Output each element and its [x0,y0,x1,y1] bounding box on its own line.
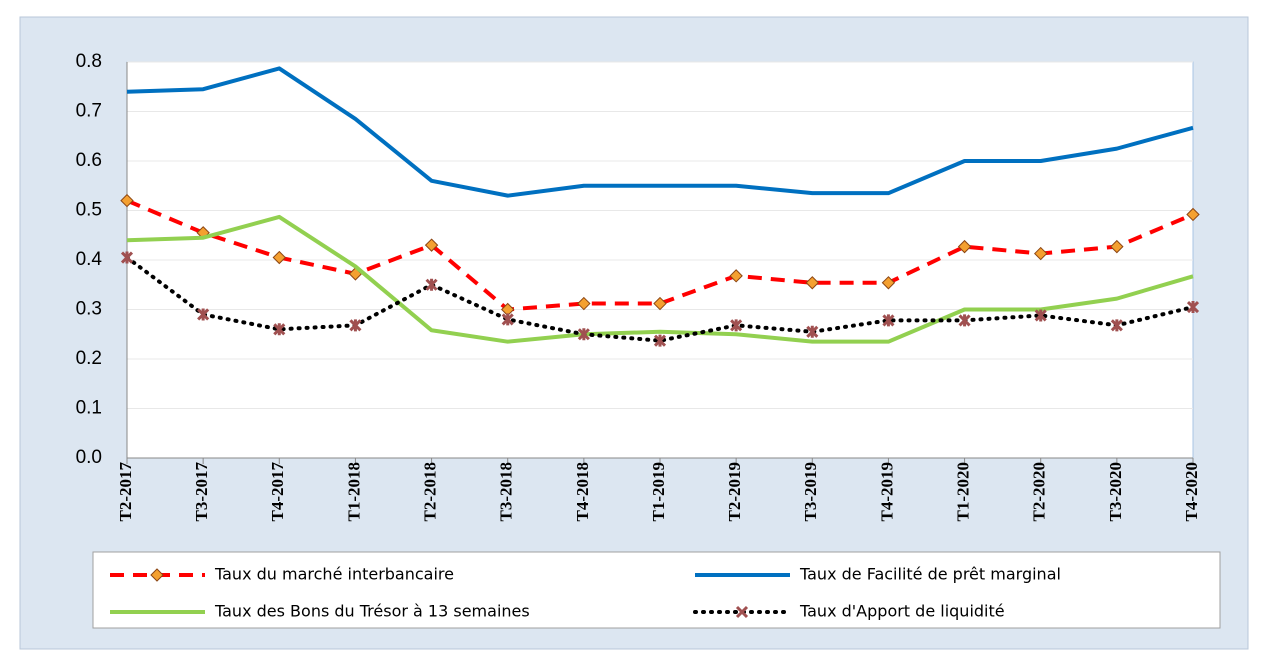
x-tick-label: T1-2020 [953,462,972,522]
x-tick-label: T2-2017 [116,462,135,522]
marker [806,325,819,338]
marker [577,296,591,311]
marker [1110,239,1124,254]
x-tick-label: T3-2019 [801,462,820,522]
x-tick-label: T2-2018 [420,462,439,522]
marker [501,313,514,326]
marker [1034,309,1047,322]
x-tick-label: T3-2017 [192,462,211,522]
marker [120,193,134,208]
y-tick-label: 0.0 [76,447,102,468]
marker [805,276,819,290]
marker [730,319,743,332]
marker [349,319,362,332]
y-tick-label: 0.5 [76,200,102,221]
marker [881,276,896,290]
legend-label: Taux des Bons du Trésor à 13 semaines [214,602,530,621]
x-tick-label: T2-2019 [725,462,744,522]
marker [577,328,590,341]
marker [120,251,134,264]
x-tick-label: T4-2020 [1182,462,1201,522]
marker [425,278,438,291]
y-tick-label: 0.4 [76,249,103,270]
marker [1186,207,1200,222]
y-tick-label: 0.8 [76,51,102,72]
y-tick-label: 0.6 [76,150,102,171]
x-tick-label: T2-2020 [1030,462,1049,522]
y-tick-label: 0.2 [76,348,102,369]
legend [92,551,1221,629]
marker [882,314,895,327]
marker [424,238,439,252]
legend-label: Taux du marché interbancaire [214,565,454,584]
x-tick-label: T1-2018 [344,462,363,522]
marker [1110,319,1123,332]
series-line [125,255,1195,343]
marker [653,334,667,347]
marker [273,323,286,336]
y-tick-label: 0.1 [76,398,102,419]
marker [1034,246,1048,261]
marker [197,308,210,321]
series-line [126,198,1194,312]
legend-label: Taux d'Apport de liquidité [799,602,1005,621]
marker [958,314,971,327]
x-tick-label: T4-2018 [573,462,592,522]
x-tick-label: T3-2018 [497,462,516,522]
marker [272,250,286,265]
x-tick-label: T1-2019 [649,462,668,522]
marker [729,269,743,283]
y-tick-label: 0.3 [76,299,102,320]
marker [1186,300,1200,314]
legend-label: Taux de Facilité de prêt marginal [799,565,1061,584]
legend-marker [735,605,749,619]
series-line [126,214,1194,344]
legend-marker [150,568,164,582]
x-tick-label: T4-2019 [877,462,896,522]
marker [653,296,667,311]
x-tick-label: T4-2017 [268,462,287,522]
y-tick-label: 0.7 [76,101,102,122]
x-tick-label: T3-2020 [1106,462,1125,522]
marker [957,239,972,254]
series-line [126,66,1194,198]
